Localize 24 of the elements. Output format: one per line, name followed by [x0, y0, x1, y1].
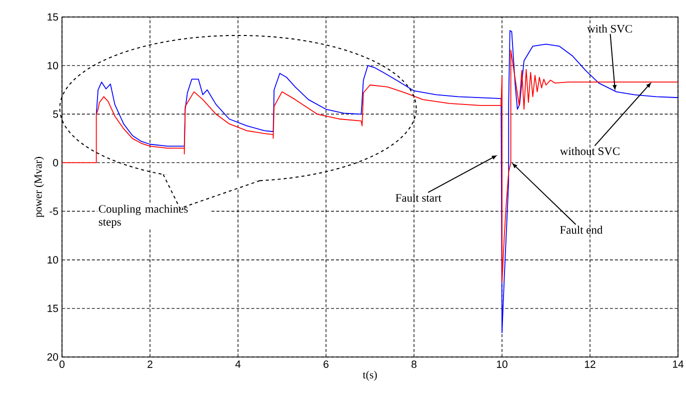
x-tick-label: 4	[235, 360, 241, 368]
annotation: Fault end	[560, 226, 603, 234]
y-tick-label: 15	[48, 13, 58, 21]
y-tick-label: 5	[53, 110, 58, 118]
y-tick-label: 10	[48, 256, 58, 264]
y-tick-label: 20	[47, 353, 58, 361]
x-tick-label: 12	[584, 360, 596, 368]
annotation: with SVC	[587, 24, 632, 33]
x-tick-label: 8	[412, 360, 416, 368]
annotation: Fault start	[396, 194, 442, 202]
line-series	[62, 50, 678, 283]
y-axis-title: power (Mvar)	[34, 156, 44, 218]
x-tick-label: 6	[324, 360, 328, 368]
y-tick-label: 10	[48, 62, 58, 70]
annotation: Coupling machines steps	[98, 204, 188, 228]
y-tick-label: -5	[50, 208, 58, 215]
x-tick-label: 10	[496, 360, 508, 368]
y-tick-label: 0	[53, 159, 58, 166]
y-tick-label: 15	[48, 304, 58, 312]
annotation: without SVC	[560, 146, 620, 156]
x-tick-label: 0	[60, 360, 64, 368]
x-tick-label: 14	[672, 360, 684, 368]
x-tick-label: 2	[148, 360, 152, 368]
x-axis-title: t(s)	[362, 370, 377, 381]
